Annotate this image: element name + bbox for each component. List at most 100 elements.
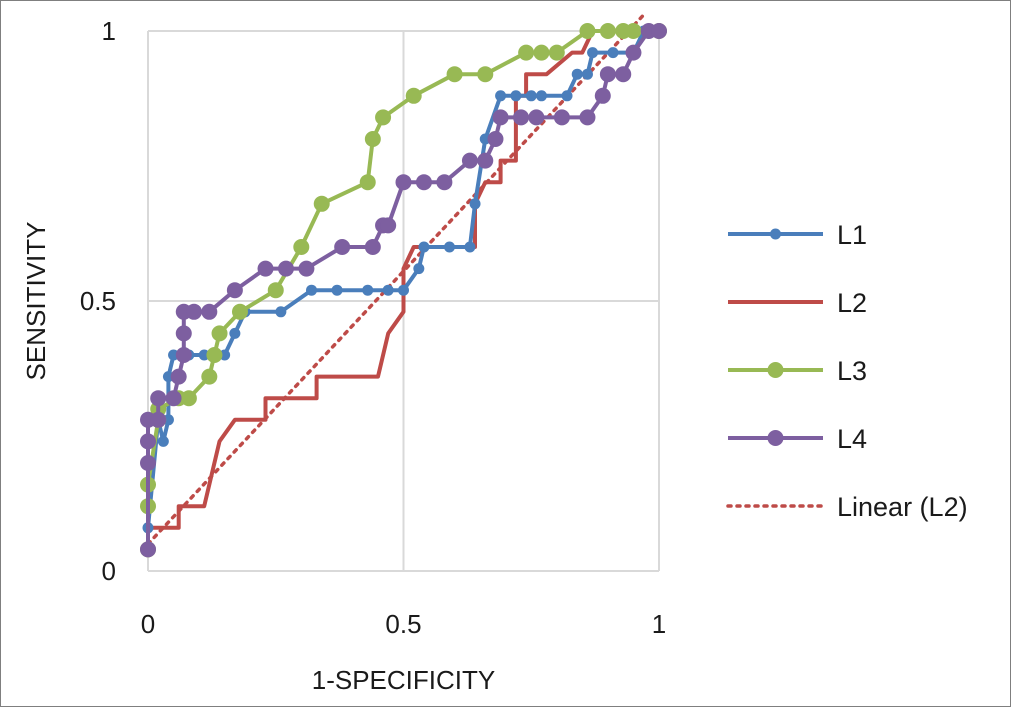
data-point-l4 — [175, 347, 192, 363]
data-point-l3 — [364, 131, 381, 147]
data-point-l4 — [579, 109, 596, 126]
data-point-l1 — [418, 241, 430, 253]
data-point-l4 — [226, 282, 243, 299]
data-point-l3 — [180, 390, 197, 407]
data-point-l4 — [140, 541, 156, 558]
y-tick-label: 0.5 — [80, 286, 116, 316]
data-point-l4 — [175, 325, 192, 342]
data-point-l3 — [625, 23, 642, 39]
legend-label: L1 — [837, 220, 867, 250]
y-tick-label: 1 — [102, 16, 116, 46]
data-point-l4 — [528, 109, 545, 126]
y-tick-label: 0 — [102, 556, 116, 586]
data-point-l3 — [267, 282, 284, 299]
legend-marker — [767, 362, 784, 378]
data-point-l4 — [461, 152, 478, 169]
data-point-l4 — [364, 239, 381, 255]
data-point-l4 — [150, 390, 167, 407]
data-point-l4 — [594, 87, 611, 104]
data-point-l4 — [140, 433, 156, 450]
data-point-l1 — [398, 284, 409, 296]
data-point-l1 — [535, 90, 547, 102]
data-point-l1 — [525, 90, 537, 102]
data-point-l4 — [513, 109, 530, 126]
data-point-l3 — [231, 303, 248, 320]
legend-item-l4: L4 — [728, 424, 867, 454]
data-point-l4 — [165, 390, 182, 407]
data-point-l4 — [477, 152, 494, 169]
legend-marker — [770, 228, 781, 240]
x-tick-label: 0.5 — [385, 609, 421, 639]
data-point-l4 — [257, 260, 274, 277]
data-point-l1 — [495, 90, 507, 102]
legend-item-l2: L2 — [728, 288, 867, 318]
data-point-l1 — [229, 327, 241, 339]
data-point-l1 — [464, 241, 476, 253]
data-point-l1 — [413, 263, 425, 275]
data-point-l1 — [510, 90, 522, 102]
data-point-l3 — [375, 109, 392, 126]
legend-item-l3: L3 — [728, 356, 867, 386]
data-point-l3 — [293, 239, 310, 255]
data-point-l1 — [561, 90, 573, 102]
legend-label: L2 — [837, 288, 867, 318]
data-point-l4 — [334, 239, 351, 255]
data-point-l3 — [211, 325, 228, 342]
tick-labels: 0 0.5 1 0 0.5 1 — [80, 16, 666, 639]
series-layer — [140, 13, 667, 558]
data-point-l3 — [477, 66, 494, 83]
data-point-l4 — [277, 260, 294, 277]
series-line-linear-l2 — [146, 13, 646, 546]
series-linear-l2 — [146, 13, 646, 546]
legend-label: Linear (L2) — [837, 492, 968, 522]
data-point-l1 — [275, 306, 287, 318]
data-point-l1 — [331, 284, 343, 296]
data-point-l1 — [443, 241, 455, 253]
data-point-l1 — [306, 284, 318, 296]
data-point-l4 — [170, 368, 187, 385]
data-point-l4 — [599, 66, 616, 83]
series-line-l2 — [146, 29, 659, 550]
data-point-l4 — [201, 303, 218, 320]
data-point-l4 — [553, 109, 570, 126]
data-point-l1 — [362, 284, 374, 296]
data-point-l4 — [625, 44, 642, 61]
data-point-l3 — [548, 44, 565, 61]
data-point-l3 — [518, 44, 535, 61]
x-axis-title: 1-SPECIFICITY — [312, 665, 495, 695]
x-tick-label: 1 — [652, 609, 666, 639]
data-point-l3 — [405, 87, 422, 104]
data-point-l4 — [651, 23, 667, 39]
data-point-l4 — [298, 260, 315, 277]
data-point-l4 — [140, 455, 156, 471]
legend-label: L3 — [837, 356, 867, 386]
data-point-l3 — [533, 44, 550, 61]
data-point-l3 — [313, 195, 330, 212]
legend-item-linear-l2: Linear (L2) — [726, 492, 968, 522]
legend: L1 L2 L3 L4 Linear (L2) — [726, 220, 968, 522]
data-point-l1 — [469, 198, 481, 210]
data-point-l3 — [359, 174, 376, 191]
legend-label: L4 — [837, 424, 867, 454]
data-point-l3 — [579, 23, 596, 39]
data-point-l4 — [185, 303, 202, 320]
data-point-l4 — [615, 66, 632, 83]
series-l2 — [146, 29, 659, 550]
data-point-l3 — [201, 368, 218, 385]
data-point-l3 — [446, 66, 463, 83]
series-l4 — [140, 23, 667, 558]
y-axis-title: SENSITIVITY — [21, 222, 51, 381]
data-point-l1 — [607, 47, 619, 59]
data-point-l4 — [415, 174, 432, 191]
x-tick-label: 0 — [141, 609, 155, 639]
data-point-l1 — [157, 435, 169, 447]
data-point-l1 — [571, 68, 583, 80]
data-point-l3 — [206, 347, 223, 363]
data-point-l4 — [492, 109, 509, 126]
data-point-l3 — [599, 23, 616, 39]
data-point-l4 — [436, 174, 453, 191]
data-point-l4 — [487, 131, 504, 147]
legend-item-l1: L1 — [728, 220, 867, 250]
